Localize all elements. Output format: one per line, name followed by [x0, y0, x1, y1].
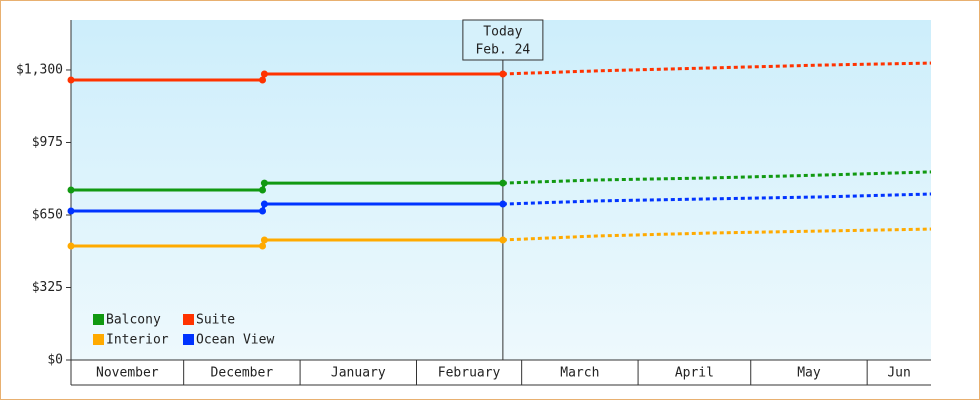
point — [260, 179, 268, 187]
today-label: Feb. 24 — [475, 43, 530, 58]
legend-label: Interior — [106, 333, 169, 348]
series-forecast — [502, 192, 932, 206]
point — [260, 70, 268, 78]
x-tick-label: Jun — [887, 366, 910, 381]
point — [259, 207, 267, 215]
x-tick-label: March — [560, 366, 599, 381]
y-tick-label: $0 — [47, 353, 63, 368]
y-tick-label: $1,300 — [16, 62, 63, 77]
x-tick-label: November — [96, 366, 159, 381]
point — [259, 76, 267, 84]
y-tick-label: $325 — [32, 280, 63, 295]
x-tick-label: April — [675, 366, 714, 381]
y-tick-label: $975 — [32, 135, 63, 150]
point — [259, 242, 267, 250]
today-box — [462, 19, 544, 61]
point — [67, 76, 75, 84]
point — [67, 207, 75, 215]
legend-swatch — [93, 334, 104, 345]
point — [259, 186, 267, 194]
point — [499, 236, 507, 244]
point — [499, 70, 507, 78]
series-forecast — [502, 227, 932, 242]
legend-swatch — [183, 314, 194, 325]
legend-label: Balcony — [106, 313, 161, 328]
y-tick-label: $650 — [32, 207, 63, 222]
today-label: Today — [483, 25, 522, 40]
x-tick-label: February — [438, 366, 501, 381]
legend-label: Suite — [196, 313, 235, 328]
series-forecast — [502, 170, 932, 185]
x-tick-label: May — [797, 366, 821, 381]
x-tick-label: January — [331, 366, 386, 381]
point — [499, 200, 507, 208]
series-line — [71, 181, 503, 192]
point — [67, 242, 75, 250]
point — [499, 179, 507, 187]
legend-label: Ocean View — [196, 333, 274, 348]
legend-swatch — [93, 314, 104, 325]
x-tick-label: December — [211, 366, 274, 381]
series-line — [71, 202, 503, 213]
point — [67, 186, 75, 194]
point — [260, 200, 268, 208]
legend-swatch — [183, 334, 194, 345]
series-forecast — [502, 61, 932, 76]
point — [260, 236, 268, 244]
